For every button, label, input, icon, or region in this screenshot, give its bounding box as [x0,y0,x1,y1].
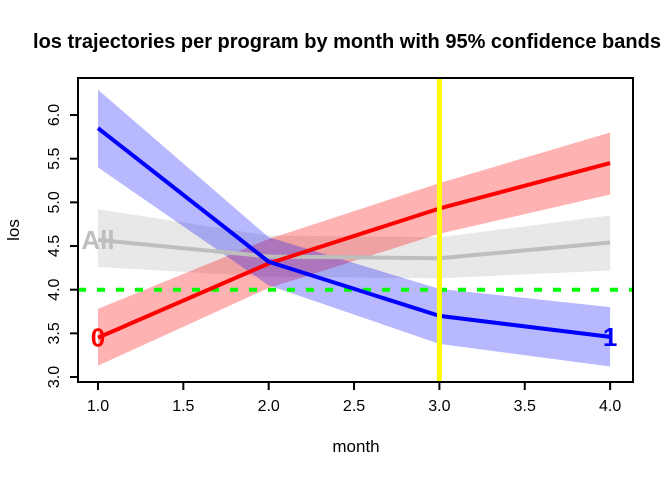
y-tick-label: 4.0 [46,278,63,300]
y-tick-label: 4.5 [46,235,63,257]
confidence-band-1 [97,89,611,367]
chart-title: los trajectories per program by month wi… [33,31,661,53]
x-tick-label: 1.0 [87,398,109,415]
x-axis-title: month [332,437,379,456]
x-tick-label: 2.5 [343,398,365,415]
x-tick-label: 3.0 [428,398,450,415]
y-tick-label: 6.0 [46,104,63,126]
x-tick-label: 3.5 [514,398,536,415]
series-labels-layer: All 0 1 [81,225,617,353]
y-tick-label: 5.5 [46,147,63,169]
series-label-1: 1 [603,322,617,352]
x-tick-label: 2.0 [258,398,280,415]
y-tick-label: 5.0 [46,191,63,213]
plot-box [77,77,634,383]
axes-layer: 1.0 1.5 2.0 2.5 3.0 3.5 4.0 3.0 3.5 4.0 4.5 5.0 5.5 6… [46,104,621,415]
y-tick-label: 3.0 [46,366,63,388]
trajectory-line-0 [97,161,611,340]
x-tick-label: 1.5 [172,398,194,415]
trajectory-line-all [97,237,611,261]
trajectory-line-1 [96,126,611,339]
x-tick-label: 4.0 [599,398,621,415]
y-axis-title: los [4,219,23,241]
trajectory-lines-layer [96,126,611,340]
confidence-bands-layer [97,89,611,367]
series-label-all: All [81,225,114,255]
series-label-0: 0 [91,323,105,353]
confidence-band-all [97,209,611,279]
confidence-band-0 [97,132,611,366]
y-tick-label: 3.5 [46,322,63,344]
